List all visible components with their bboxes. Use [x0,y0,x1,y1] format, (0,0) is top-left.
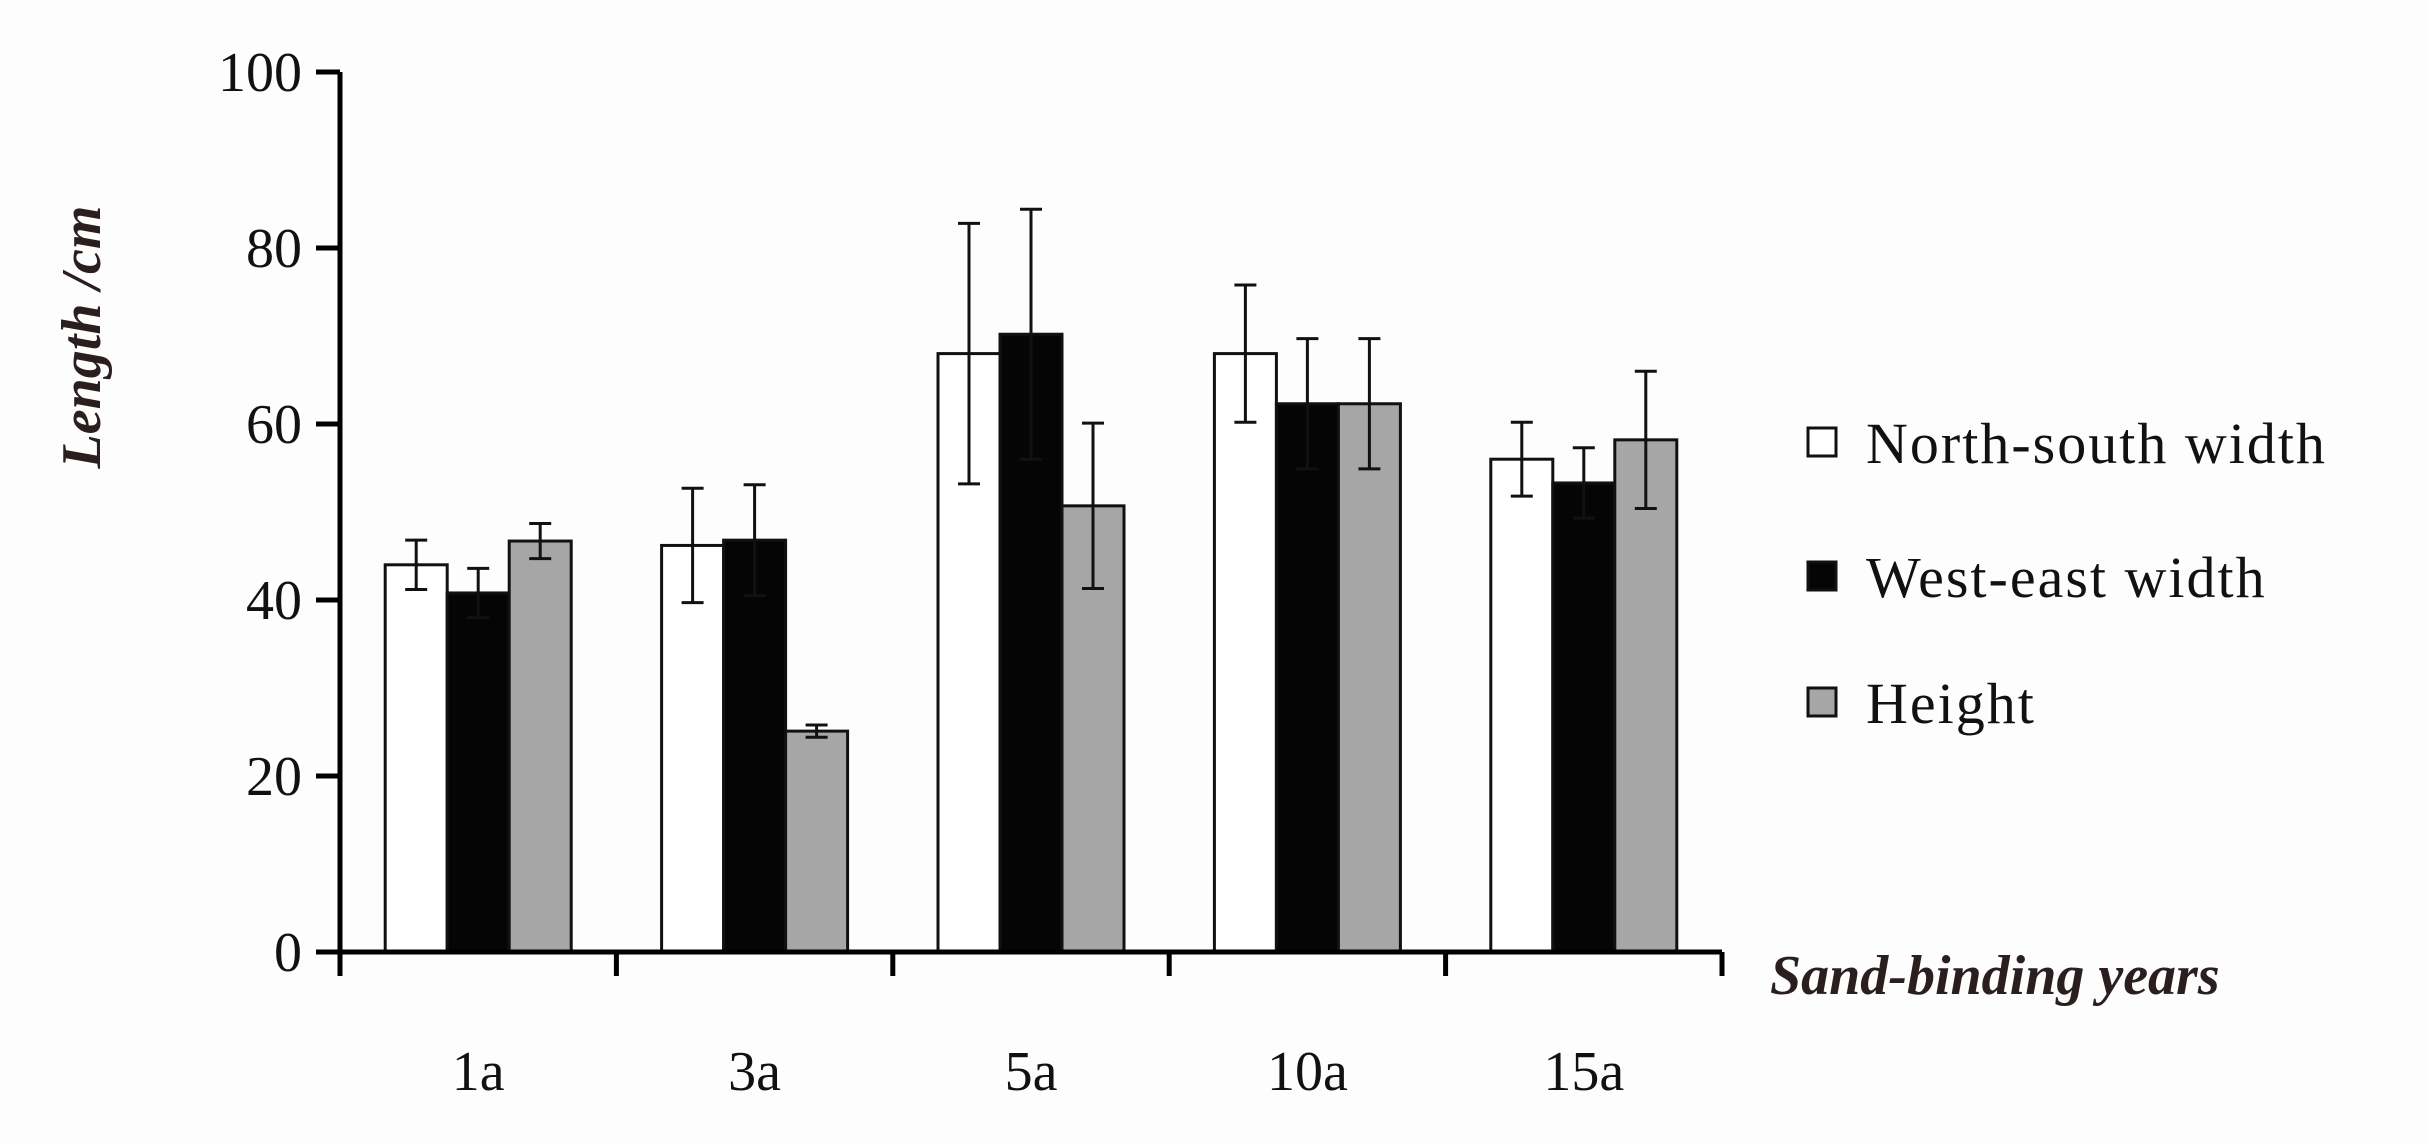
error-bar-10a-west-east-width [1296,337,1319,471]
bar-3a-height [784,729,850,954]
ticks-layer: 0 20 40 60 80 100 1a 3a 5a 10a 15a [218,42,1725,1103]
legend-swatch [1806,560,1838,592]
bars-layer [383,207,1679,954]
y-tick-label-80: 80 [246,218,302,280]
legend-label: West-east width [1866,545,2267,610]
bar-3a-north-south-width [660,543,726,954]
legend-item-north-south-width: North-south width [1806,411,2327,476]
error-bar-10a-height [1358,337,1381,471]
y-tick-label-40: 40 [246,570,302,632]
legend-item-west-east-width: West-east width [1806,545,2267,610]
error-bar-1a-west-east-width [467,566,490,620]
y-tick-label-100: 100 [218,42,302,104]
legend: North-south width West-east width Height [1806,411,2327,736]
error-bar-15a-height [1634,369,1657,510]
error-bar-3a-height [805,723,828,739]
y-tick-label-20: 20 [246,746,302,808]
bar-15a-west-east-width [1551,481,1617,954]
bar-15a-height [1613,438,1679,954]
error-bar-5a-west-east-width [1020,207,1042,461]
error-bar-15a-north-south-width [1510,420,1533,498]
legend-label: North-south width [1866,411,2327,476]
legend-item-height: Height [1806,671,2036,736]
y-axis-title: Length /cm [51,206,113,470]
error-bar-3a-west-east-width [743,483,766,598]
legend-swatch [1806,426,1838,458]
x-tick-label-3a: 3a [728,1041,781,1103]
bar-15a-north-south-width [1489,457,1555,954]
error-bar-5a-north-south-width [958,221,980,486]
bar-1a-west-east-width [445,591,511,954]
x-tick-label-1a: 1a [452,1041,505,1103]
y-tick-label-60: 60 [246,394,302,456]
axes-layer [316,72,1722,955]
bar-3a-west-east-width [722,538,788,954]
bar-1a-north-south-width [383,563,449,954]
bar-10a-west-east-width [1274,402,1340,954]
x-axis-title: Sand-binding years [1770,945,2220,1007]
x-tick-label-15a: 15a [1543,1041,1624,1103]
bar-10a-north-south-width [1212,352,1278,954]
error-bar-5a-height [1082,421,1104,591]
legend-swatch [1806,686,1838,718]
x-tick-label-10a: 10a [1267,1041,1348,1103]
x-tick-label-5a: 5a [1005,1041,1058,1103]
bar-10a-height [1336,402,1402,954]
error-bar-3a-north-south-width [681,486,704,605]
legend-label: Height [1866,671,2036,736]
error-bar-1a-height [529,521,552,561]
error-bar-15a-west-east-width [1572,446,1595,520]
error-bar-1a-north-south-width [405,538,428,591]
y-tick-label-0: 0 [274,922,302,984]
error-bar-10a-north-south-width [1234,283,1257,424]
bar-1a-height [507,539,573,954]
